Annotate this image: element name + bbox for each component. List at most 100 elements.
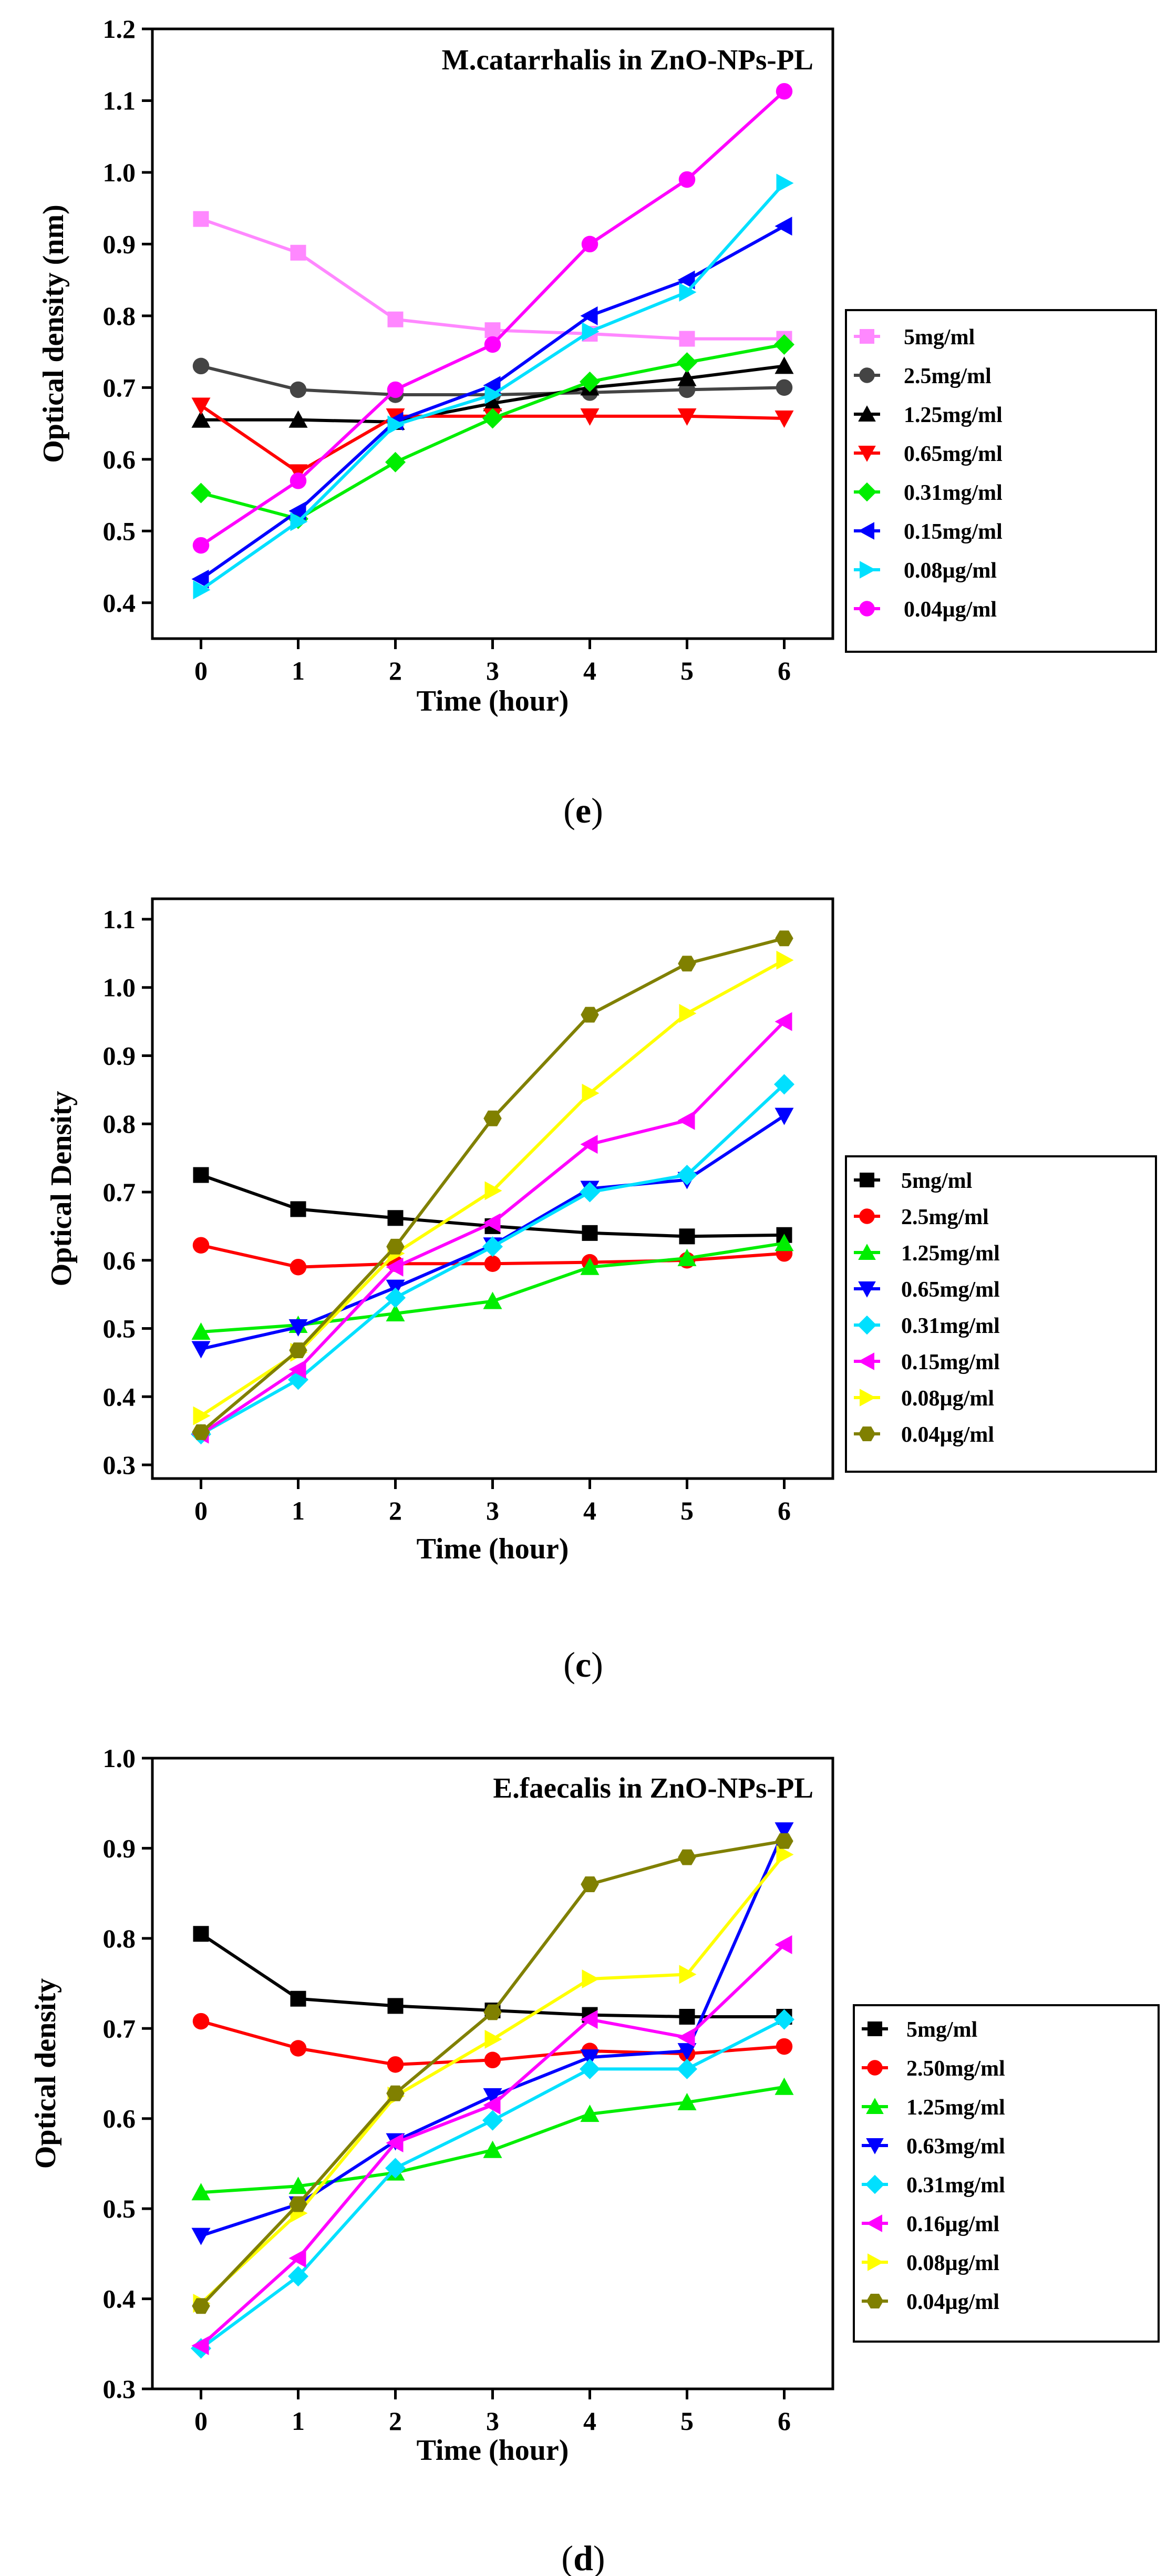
data-point xyxy=(483,1291,502,1309)
y-axis-title: Optical density (nm) xyxy=(37,204,70,463)
legend-swatch-marker xyxy=(858,522,874,540)
plot-area-frame xyxy=(151,1757,834,2390)
legend-label: 2.5mg/ml xyxy=(904,364,992,388)
legend-swatch-marker xyxy=(866,2098,884,2114)
series-5mg-ml xyxy=(193,211,792,347)
legend-label: 0.65mg/ml xyxy=(904,442,1003,466)
x-tick-label: 2 xyxy=(389,1496,402,1525)
y-tick-label: 0.8 xyxy=(103,1924,136,1953)
x-tick-label: 1 xyxy=(292,656,305,685)
data-point xyxy=(677,1165,697,1186)
y-tick-label: 0.6 xyxy=(103,445,136,474)
x-tick-label: 2 xyxy=(389,2406,402,2436)
legend: 5mg/ml 2.50mg/ml 1.25mg/ml 0.63mg/ml 0.31mg/… xyxy=(853,2004,1160,2343)
series-0-15mg-ml xyxy=(191,217,792,589)
data-point xyxy=(387,311,404,327)
data-point xyxy=(290,512,308,531)
y-tick-label: 1.0 xyxy=(103,158,136,187)
data-point xyxy=(191,397,211,415)
series-0-16-g-ml xyxy=(191,1935,792,2355)
data-point xyxy=(483,394,502,412)
panel-label: (c) xyxy=(563,1645,603,1685)
chart-panel-e: 0 1 2 3 4 5 6 0.4 0.5 0.6 0.7 0.8 0.9 1.0 1.1 1.2 Time (… xyxy=(37,14,1157,830)
data-point xyxy=(679,2009,695,2025)
data-point xyxy=(484,336,501,353)
data-point xyxy=(193,580,211,600)
x-tick-label: 6 xyxy=(778,656,791,685)
data-point xyxy=(580,2105,600,2122)
data-point xyxy=(192,2013,210,2030)
legend-label: 0.08µg/ml xyxy=(906,2251,999,2275)
data-point xyxy=(484,1255,501,1272)
y-tick-label: 0.3 xyxy=(103,2374,136,2404)
x-axis-title: Time (hour) xyxy=(417,1533,569,1565)
data-point xyxy=(774,356,794,374)
data-point xyxy=(774,1822,794,1840)
y-tick-label: 1.2 xyxy=(103,14,136,44)
legend-swatch-marker xyxy=(867,2060,883,2076)
data-point xyxy=(582,322,600,341)
legend-swatch-marker xyxy=(859,1208,875,1224)
legend-label: 0.04µg/ml xyxy=(901,1423,994,1447)
data-point xyxy=(776,83,793,100)
data-point xyxy=(775,930,793,947)
data-point xyxy=(580,1135,598,1154)
data-point xyxy=(386,2133,404,2152)
data-point xyxy=(678,1849,696,1865)
y-tick-label: 0.4 xyxy=(103,2284,136,2314)
y-tick-label: 1.0 xyxy=(103,1743,136,1773)
data-point xyxy=(386,1238,405,1255)
data-point xyxy=(387,1210,404,1226)
series-line xyxy=(200,937,785,1434)
legend-label: 1.25mg/ml xyxy=(901,1241,1000,1266)
legend-label: 0.08µg/ml xyxy=(904,559,997,583)
y-tick-label: 0.7 xyxy=(103,2014,136,2043)
series-0-63mg-ml xyxy=(191,1822,794,2245)
data-point xyxy=(580,2010,598,2029)
y-tick-label: 0.9 xyxy=(103,229,136,259)
y-tick-label: 0.5 xyxy=(103,1314,136,1343)
legend-swatch-marker xyxy=(860,329,874,344)
legend-swatch-marker xyxy=(858,1281,876,1298)
data-point xyxy=(385,2158,406,2179)
y-tick-label: 0.7 xyxy=(103,1177,136,1207)
legend-swatch-marker xyxy=(865,2174,885,2194)
data-point xyxy=(191,410,211,428)
y-tick-label: 1.1 xyxy=(103,905,136,934)
data-point xyxy=(580,371,600,392)
legend-label: 0.31mg/ml xyxy=(901,1314,1000,1338)
data-point xyxy=(581,1876,599,1892)
data-point xyxy=(289,1342,307,1358)
series-0-08-g-ml xyxy=(193,1845,794,2313)
data-point xyxy=(774,1234,794,1251)
data-point xyxy=(774,1012,792,1031)
data-point xyxy=(289,2196,307,2212)
data-point xyxy=(484,385,502,404)
data-point xyxy=(387,2056,404,2073)
data-point xyxy=(776,1845,794,1864)
legend-frame xyxy=(845,1155,1157,1473)
data-point xyxy=(386,1257,404,1277)
data-point xyxy=(386,2085,405,2101)
legend-swatch-marker xyxy=(860,1173,874,1187)
data-point xyxy=(678,171,696,188)
x-tick-label: 5 xyxy=(680,1496,694,1525)
legend-label: 0.31mg/ml xyxy=(904,481,1003,505)
x-tick-label: 1 xyxy=(292,1496,305,1525)
legend-swatch-marker xyxy=(860,561,876,579)
legend-label: 0.08µg/ml xyxy=(901,1387,994,1411)
legend-label: 0.04µg/ml xyxy=(904,598,997,622)
legend-label: 2.5mg/ml xyxy=(901,1205,989,1229)
data-point xyxy=(193,1926,209,1942)
legend-swatch-marker xyxy=(858,1244,876,1260)
data-point xyxy=(580,1257,600,1275)
legend-label: 0.16µg/ml xyxy=(906,2212,999,2236)
chart-title: E.faecalis in ZnO-NPs-PL xyxy=(493,1772,813,1804)
legend-label: 0.65mg/ml xyxy=(901,1278,1000,1302)
data-point xyxy=(385,1287,406,1308)
y-tick-label: 0.9 xyxy=(103,1041,136,1070)
y-tick-label: 0.3 xyxy=(103,1450,136,1480)
x-tick-label: 4 xyxy=(583,2406,596,2436)
x-tick-label: 3 xyxy=(486,2406,499,2436)
